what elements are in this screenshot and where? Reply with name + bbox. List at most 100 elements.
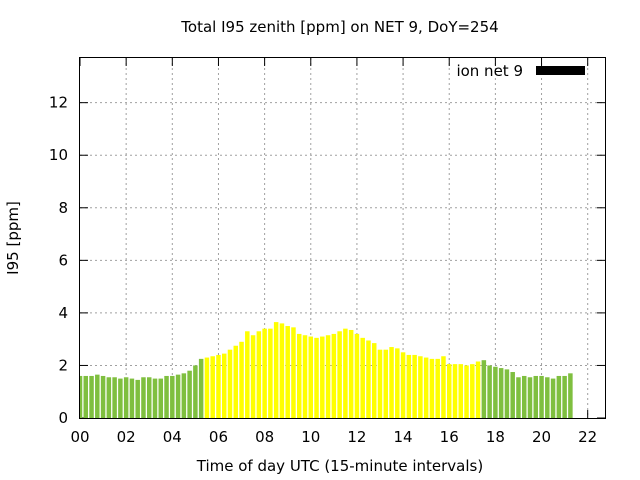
y-tick-label: 2 <box>58 356 68 374</box>
y-tick-label: 12 <box>49 94 68 112</box>
x-axis-label: Time of day UTC (15-minute intervals) <box>196 457 483 475</box>
bar <box>441 356 446 418</box>
bar <box>193 365 198 418</box>
legend-swatch <box>536 66 585 75</box>
x-tick-label: 02 <box>117 428 136 446</box>
bar <box>556 375 562 418</box>
bar <box>95 374 100 418</box>
bar <box>446 364 452 418</box>
x-tick-label: 22 <box>578 428 597 446</box>
bar <box>204 357 210 418</box>
y-tick-label: 10 <box>49 146 68 164</box>
bar <box>533 375 539 418</box>
bar <box>435 358 440 418</box>
bar <box>129 378 135 418</box>
bar <box>550 378 556 418</box>
y-tick-label: 0 <box>58 409 68 427</box>
x-tick-label: 18 <box>486 428 505 446</box>
bar <box>181 373 187 418</box>
bar <box>377 349 383 418</box>
plot-border <box>79 57 606 419</box>
bar <box>354 333 360 418</box>
bar <box>348 329 354 418</box>
bar <box>475 361 481 418</box>
chart-title: Total I95 zenith [ppm] on NET 9, DoY=254 <box>180 18 498 36</box>
bar <box>146 377 152 418</box>
bar <box>80 375 83 418</box>
bar <box>100 375 106 418</box>
bar <box>268 328 273 418</box>
bar <box>493 366 498 418</box>
bar <box>464 365 469 418</box>
bar <box>423 357 429 418</box>
bar <box>291 327 296 418</box>
x-tick-label: 00 <box>70 428 89 446</box>
x-tick-label: 04 <box>163 428 182 446</box>
x-tick-label: 10 <box>301 428 320 446</box>
bar <box>175 374 181 418</box>
bar <box>568 373 573 418</box>
bar <box>158 378 164 418</box>
bar <box>545 377 550 418</box>
bar <box>498 368 504 418</box>
bar <box>406 354 412 418</box>
bar <box>452 364 458 418</box>
x-tick-label: 16 <box>440 428 459 446</box>
bar <box>325 335 331 418</box>
bar <box>510 372 515 418</box>
bar <box>279 323 285 418</box>
bar <box>470 364 475 418</box>
bar <box>337 331 342 418</box>
bars <box>80 322 573 418</box>
bar <box>331 333 337 418</box>
bar <box>285 326 290 418</box>
bar <box>227 349 233 418</box>
bar <box>412 354 417 418</box>
bar <box>233 345 239 418</box>
bar <box>487 365 492 418</box>
bar <box>141 377 146 418</box>
bar <box>106 377 112 418</box>
bar <box>308 336 314 418</box>
bar <box>256 331 262 418</box>
bar <box>302 335 308 418</box>
bar <box>198 358 204 418</box>
bar <box>273 322 279 418</box>
bar <box>400 352 406 418</box>
grid <box>79 58 605 419</box>
bar <box>562 375 567 418</box>
bar <box>262 328 267 418</box>
bar <box>516 377 521 418</box>
bar <box>504 369 510 418</box>
bar <box>170 375 175 418</box>
y-tick-label: 4 <box>58 304 68 322</box>
bar <box>135 379 140 418</box>
x-tick-label: 20 <box>532 428 551 446</box>
bar <box>250 335 256 418</box>
bar <box>383 349 389 418</box>
bar <box>245 331 250 418</box>
bar <box>360 337 365 418</box>
bar <box>89 375 94 418</box>
bar <box>83 375 89 418</box>
bar <box>123 377 129 418</box>
legend: ion net 9 <box>456 62 585 80</box>
x-tick-label: 14 <box>394 428 413 446</box>
bar <box>418 356 423 418</box>
bar <box>221 353 227 418</box>
bar <box>118 378 123 418</box>
bar <box>210 356 215 418</box>
bar <box>320 336 325 418</box>
bar <box>458 364 464 418</box>
bar <box>395 348 400 418</box>
bar <box>371 343 377 418</box>
bar <box>539 375 544 418</box>
y-tick-label: 8 <box>58 199 68 217</box>
x-tick-label: 12 <box>347 428 366 446</box>
bar <box>216 354 221 418</box>
bar <box>527 377 533 418</box>
x-tick-label: 06 <box>209 428 228 446</box>
bar <box>164 375 169 418</box>
